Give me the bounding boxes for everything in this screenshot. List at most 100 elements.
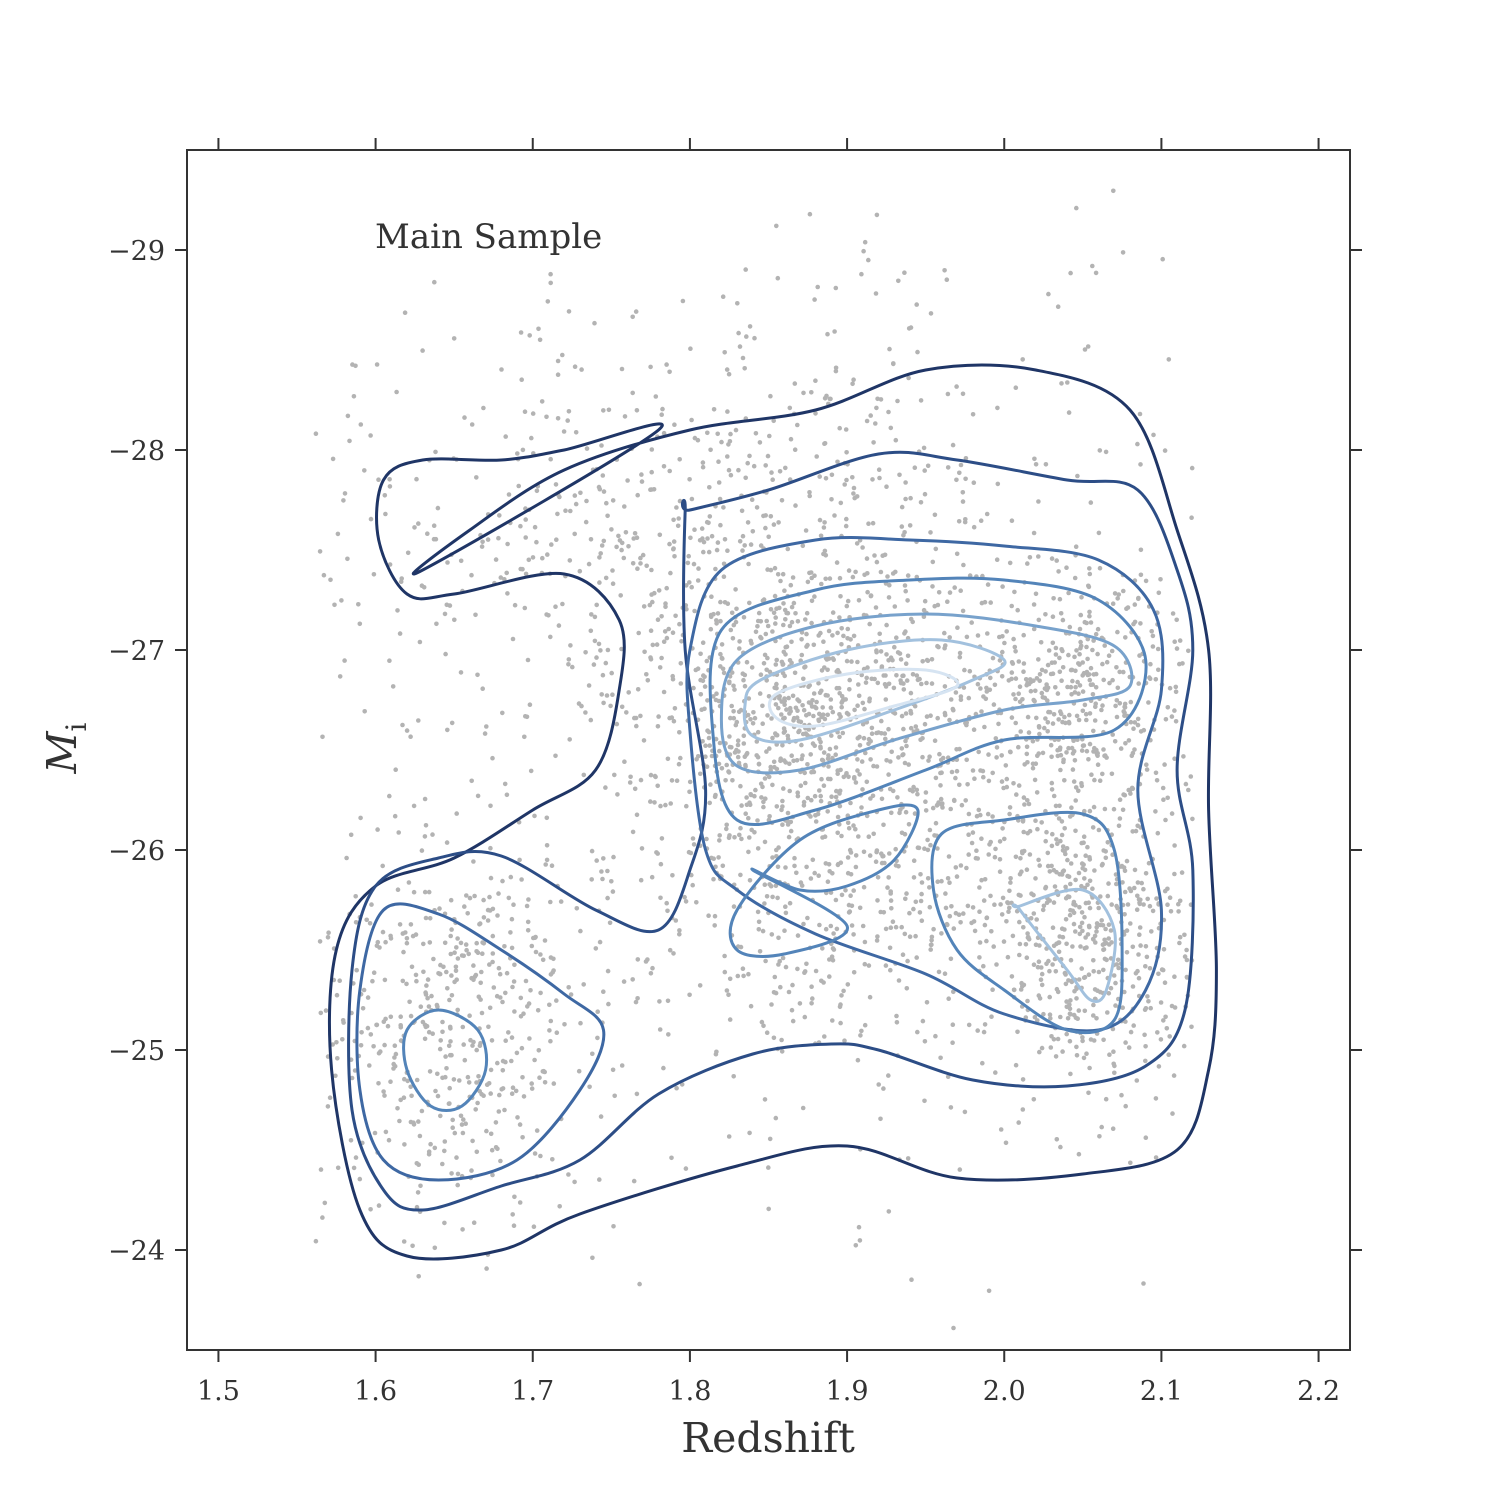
scatter-point (900, 952, 906, 957)
scatter-point (1136, 596, 1141, 602)
scatter-point (867, 994, 873, 1000)
scatter-point (1008, 876, 1013, 881)
scatter-point (1090, 647, 1095, 653)
scatter-point (873, 291, 879, 296)
scatter-point (332, 602, 337, 608)
scatter-point (383, 1016, 388, 1022)
scatter-point (670, 873, 675, 878)
scatter-point (1051, 793, 1057, 799)
scatter-point (839, 833, 844, 839)
scatter-point (493, 1120, 499, 1125)
scatter-point (672, 706, 678, 711)
scatter-point (821, 783, 827, 788)
scatter-point (518, 330, 524, 335)
scatter-point (416, 1274, 422, 1279)
scatter-point (635, 492, 640, 498)
scatter-point (977, 940, 983, 945)
scatter-point (1011, 692, 1016, 697)
scatter-point (1133, 971, 1139, 976)
scatter-point (1070, 678, 1075, 684)
scatter-point (1147, 675, 1152, 680)
scatter-point (638, 713, 643, 719)
scatter-point (414, 1077, 420, 1083)
scatter-point (1091, 749, 1096, 754)
scatter-point (687, 992, 692, 998)
scatter-point (745, 712, 751, 718)
scatter-point (817, 474, 822, 479)
scatter-point (604, 500, 609, 506)
scatter-point (971, 480, 977, 486)
scatter-point (398, 1025, 404, 1030)
scatter-point (737, 344, 743, 349)
scatter-point (963, 517, 968, 522)
scatter-point (980, 768, 986, 774)
scatter-point (1091, 1002, 1096, 1008)
scatter-point (658, 803, 663, 809)
scatter-point (884, 622, 889, 628)
scatter-point (1007, 811, 1012, 817)
scatter-point (888, 425, 894, 431)
scatter-point (529, 943, 535, 949)
scatter-point (1041, 1011, 1046, 1017)
scatter-point (913, 933, 918, 939)
scatter-point (1064, 846, 1070, 851)
scatter-point (1066, 978, 1071, 983)
scatter-point (663, 604, 668, 610)
scatter-point (502, 944, 507, 949)
scatter-point (1131, 1023, 1136, 1028)
scatter-point (664, 635, 670, 641)
scatter-point (442, 1148, 447, 1154)
scatter-point (748, 717, 753, 722)
scatter-point (405, 550, 411, 556)
scatter-point (898, 680, 904, 686)
scatter-point (830, 871, 835, 876)
scatter-point (684, 583, 689, 588)
scatter-point (862, 961, 868, 967)
scatter-point (1138, 943, 1143, 948)
scatter-point (1177, 898, 1183, 904)
scatter-point (1020, 1077, 1026, 1082)
scatter-point (1067, 1011, 1073, 1016)
scatter-point (561, 429, 567, 434)
scatter-point (587, 1084, 592, 1090)
scatter-point (966, 832, 971, 837)
scatter-point (1143, 871, 1149, 876)
scatter-point (738, 783, 743, 789)
scatter-point (648, 971, 654, 976)
scatter-point (1065, 894, 1071, 899)
scatter-point (455, 1171, 461, 1177)
scatter-point (469, 572, 474, 578)
scatter-point (1016, 1120, 1021, 1125)
scatter-point (919, 880, 925, 885)
scatter-point (1009, 660, 1015, 665)
scatter-point (665, 908, 670, 914)
scatter-point (1002, 640, 1007, 646)
scatter-point (657, 1027, 663, 1032)
scatter-point (843, 697, 848, 702)
scatter-point (1138, 621, 1143, 626)
scatter-point (1122, 912, 1127, 917)
scatter-point (694, 900, 699, 905)
scatter-point (998, 1127, 1004, 1132)
scatter-point (733, 427, 739, 433)
scatter-point (811, 642, 817, 648)
scatter-point (970, 830, 976, 835)
scatter-point (837, 788, 843, 794)
scatter-point (849, 659, 854, 664)
scatter-point (536, 326, 541, 332)
scatter-point (832, 329, 837, 334)
scatter-point (1143, 1044, 1148, 1049)
scatter-point (1011, 987, 1017, 993)
scatter-point (776, 520, 781, 525)
scatter-point (1109, 771, 1115, 777)
scatter-point (1024, 955, 1030, 960)
scatter-point (523, 517, 528, 522)
scatter-point (845, 820, 851, 826)
scatter-point (808, 752, 813, 757)
scatter-point (361, 987, 367, 993)
scatter-point (1111, 188, 1116, 194)
scatter-point (1149, 629, 1154, 634)
scatter-point (590, 1051, 595, 1057)
scatter-point (1088, 665, 1094, 671)
scatter-point (1167, 895, 1173, 900)
